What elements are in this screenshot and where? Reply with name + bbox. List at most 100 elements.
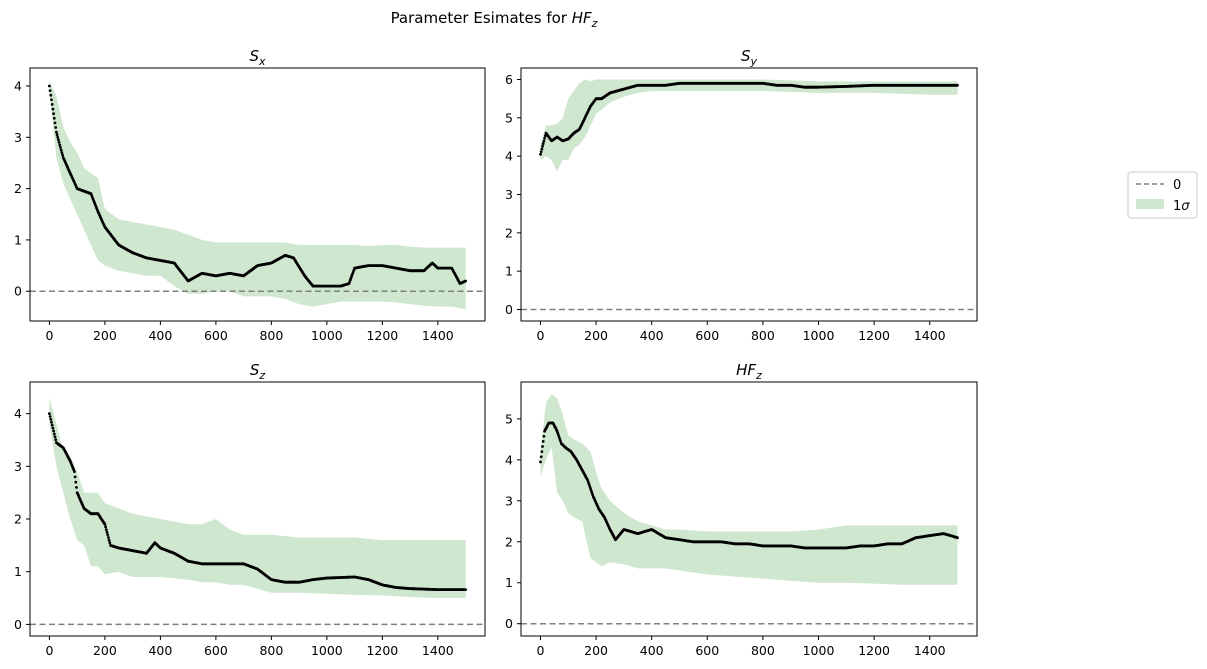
x-tick-label: 200	[584, 643, 608, 658]
data-point	[52, 429, 55, 433]
data-point	[48, 415, 52, 418]
x-tick-label: 200	[93, 328, 117, 343]
data-point	[48, 412, 51, 415]
y-tick-label: 0	[505, 616, 513, 631]
data-point	[50, 103, 54, 106]
x-tick-label: 1400	[914, 643, 946, 658]
x-tick-label: 200	[584, 328, 608, 343]
data-point	[541, 142, 545, 146]
x-tick-label: 800	[259, 328, 283, 343]
x-tick-label: 1400	[422, 328, 454, 343]
data-point	[539, 455, 543, 459]
y-tick-label: 5	[505, 411, 513, 426]
x-tick-label: 0	[45, 328, 53, 343]
data-point	[539, 460, 542, 464]
sz-axes-frame	[29, 381, 486, 637]
sx-axes-frame	[29, 67, 486, 322]
data-point	[57, 138, 60, 142]
x-tick-label: 800	[259, 643, 283, 658]
y-tick-label: 2	[14, 512, 22, 527]
figure-suptitle: Parameter Esimates for HFz	[391, 9, 598, 30]
x-tick-label: 1000	[803, 328, 835, 343]
data-point	[107, 538, 111, 542]
title-symbol: S	[250, 361, 260, 379]
y-tick-label: 4	[505, 149, 513, 164]
y-tick-label: 6	[505, 72, 513, 87]
y-tick-label: 3	[14, 130, 22, 145]
subplot-hfz: 0 200 400 600 800 1000 1200 1400 0 1 2 3 4 5 HFz	[505, 361, 978, 658]
y-tick-label: 5	[505, 110, 513, 125]
y-tick-label: 4	[14, 406, 22, 421]
sx-title: Sx	[249, 47, 266, 68]
suptitle-subscript: z	[591, 17, 598, 30]
data-point	[60, 151, 64, 155]
data-point	[53, 435, 57, 439]
data-point	[52, 116, 56, 120]
sz-sigma-band	[49, 397, 466, 599]
y-tick-label: 1	[14, 564, 22, 579]
data-point	[464, 588, 467, 591]
data-point	[75, 486, 78, 489]
data-point	[74, 480, 78, 484]
data-point	[59, 148, 63, 152]
title-symbol: S	[249, 47, 259, 65]
x-tick-label: 600	[695, 643, 719, 658]
y-tick-label: 1	[505, 264, 513, 279]
y-tick-label: 3	[14, 459, 22, 474]
data-point	[541, 440, 545, 443]
data-point	[540, 147, 544, 151]
y-tick-label: 0	[14, 284, 22, 299]
y-tick-label: 2	[505, 225, 513, 240]
data-point	[542, 434, 546, 438]
title-symbol: S	[741, 47, 751, 65]
x-tick-label: 400	[640, 328, 664, 343]
x-tick-label: 200	[93, 643, 117, 658]
x-tick-label: 0	[45, 643, 53, 658]
data-point	[61, 153, 64, 157]
data-point	[541, 144, 544, 148]
hfz-axes-frame	[520, 381, 978, 637]
data-point	[56, 135, 60, 139]
subplot-sz: 0 200 400 600 800 1000 1200 1400 0 1 2 3 4 Sz	[14, 361, 486, 658]
y-tick-label: 3	[505, 493, 513, 508]
hfz-estimate-points	[539, 421, 959, 550]
legend-sigma-number: 1	[1173, 199, 1181, 214]
y-tick-label: 0	[505, 302, 513, 317]
data-point	[539, 152, 542, 156]
legend-sigma-swatch	[1136, 199, 1164, 209]
data-point	[53, 121, 57, 125]
data-point	[104, 525, 107, 529]
data-point	[587, 483, 591, 486]
title-subscript: x	[258, 55, 266, 68]
legend: 0 1σ	[1127, 171, 1198, 219]
x-tick-label: 1000	[311, 328, 343, 343]
x-tick-label: 600	[204, 643, 228, 658]
data-point	[48, 89, 52, 92]
x-tick-label: 1200	[366, 328, 398, 343]
y-tick-label: 2	[14, 181, 22, 196]
legend-sigma-label: 1σ	[1173, 199, 1190, 214]
data-point	[956, 83, 959, 87]
y-tick-label: 4	[14, 78, 22, 93]
title-subscript: y	[750, 55, 758, 68]
suptitle-symbol: HF	[572, 9, 592, 27]
data-point	[58, 143, 62, 147]
y-tick-label: 3	[505, 187, 513, 202]
data-point	[586, 478, 590, 482]
sx-estimate-points	[48, 84, 467, 288]
sx-sigma-band	[49, 80, 466, 310]
data-point	[542, 139, 546, 143]
data-point	[543, 137, 546, 140]
data-point	[54, 438, 58, 442]
x-tick-label: 1200	[858, 643, 890, 658]
x-tick-label: 600	[204, 328, 228, 343]
data-point	[106, 533, 110, 537]
sz-title: Sz	[250, 361, 266, 382]
data-point	[107, 536, 110, 539]
data-point	[55, 130, 58, 134]
data-point	[49, 93, 53, 97]
x-tick-label: 800	[751, 328, 775, 343]
legend-sigma-symbol: σ	[1181, 199, 1190, 214]
data-point	[541, 445, 544, 448]
title-symbol: HF	[736, 361, 756, 379]
